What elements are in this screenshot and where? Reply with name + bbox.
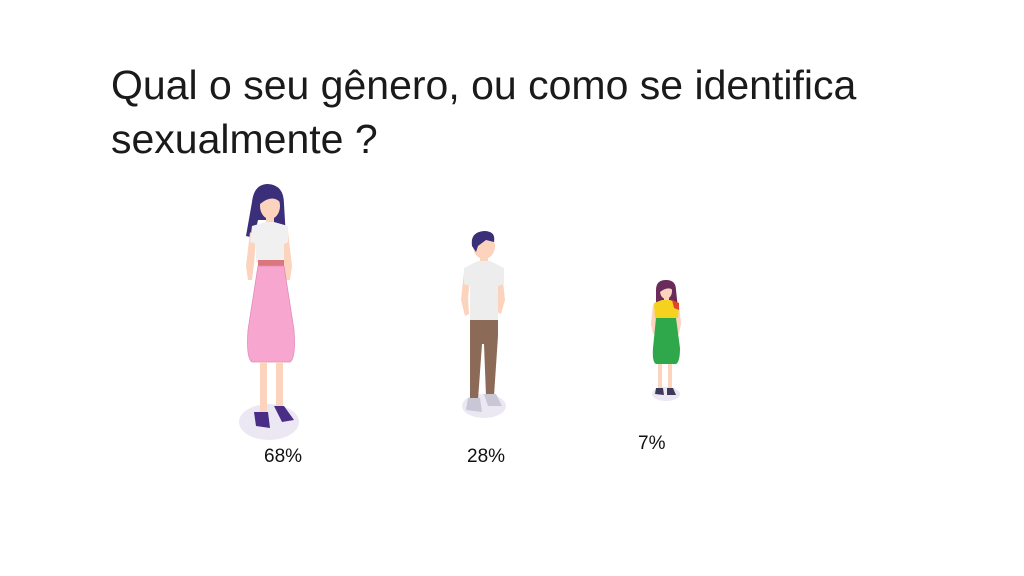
woman-green-skirt-figure-icon bbox=[651, 280, 681, 401]
percent-label-68: 68% bbox=[264, 446, 303, 467]
woman-pink-skirt-figure-icon bbox=[239, 184, 299, 440]
percent-label-7: 7% bbox=[638, 433, 666, 454]
percent-label-28: 28% bbox=[467, 446, 506, 467]
slide-title: Qual o seu gênero, ou como se identifica… bbox=[111, 62, 857, 162]
man-figure-icon bbox=[461, 231, 506, 418]
